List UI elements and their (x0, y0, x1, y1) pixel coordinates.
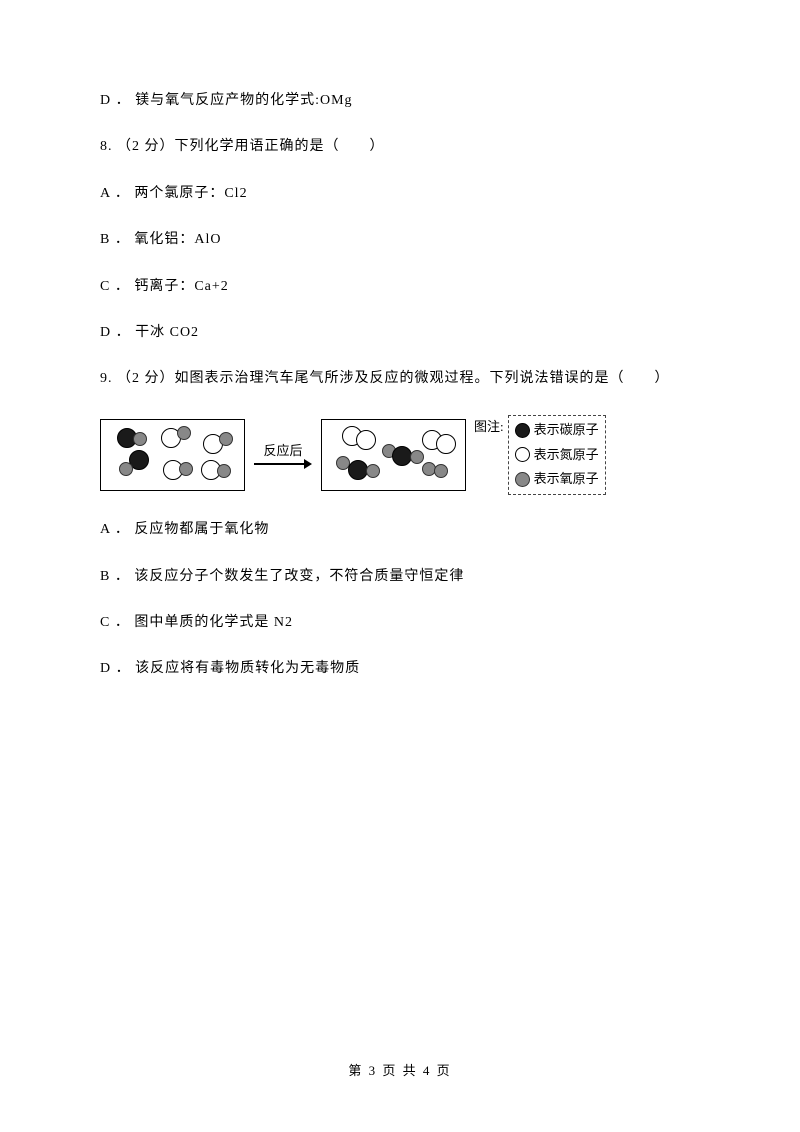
q9-option-c: C ． 图中单质的化学式是 N2 (100, 612, 700, 634)
oxygen-atom-icon (219, 432, 233, 446)
oxygen-atom-icon (434, 464, 448, 478)
oxygen-atom-icon (179, 462, 193, 476)
legend-carbon: 表示碳原子 (515, 420, 599, 441)
legend-box: 表示碳原子 表示氮原子 表示氧原子 (508, 415, 606, 495)
q8-option-b: B ． 氧化铝：AlO (100, 229, 700, 251)
q7-option-d: D ． 镁与氧气反应产物的化学式:OMg (100, 90, 700, 112)
q8-stem: 8. （2 分）下列化学用语正确的是（ ） (100, 136, 700, 158)
q8-option-c: C ． 钙离子：Ca+2 (100, 276, 700, 298)
legend-title: 图注: (474, 415, 504, 438)
oxygen-atom-icon (515, 472, 530, 487)
q9-stem: 9. （2 分）如图表示治理汽车尾气所涉及反应的微观过程。下列说法错误的是（ ） (100, 368, 700, 390)
legend-oxygen-label: 表示氧原子 (534, 469, 599, 490)
q9-option-b: B ． 该反应分子个数发生了改变，不符合质量守恒定律 (100, 566, 700, 588)
legend-nitrogen: 表示氮原子 (515, 445, 599, 466)
reaction-arrow: 反应后 (253, 441, 313, 470)
q9-option-d: D ． 该反应将有毒物质转化为无毒物质 (100, 658, 700, 680)
arrow-icon (254, 459, 312, 469)
oxygen-atom-icon (119, 462, 133, 476)
carbon-atom-icon (392, 446, 412, 466)
nitrogen-atom-icon (436, 434, 456, 454)
after-reaction-box (321, 419, 466, 491)
page-footer: 第 3 页 共 4 页 (0, 1061, 800, 1082)
legend-nitrogen-label: 表示氮原子 (534, 445, 599, 466)
nitrogen-atom-icon (356, 430, 376, 450)
before-reaction-box (100, 419, 245, 491)
carbon-atom-icon (515, 423, 530, 438)
q8-option-d: D ． 干冰 CO2 (100, 322, 700, 344)
oxygen-atom-icon (133, 432, 147, 446)
oxygen-atom-icon (410, 450, 424, 464)
legend-carbon-label: 表示碳原子 (534, 420, 599, 441)
legend: 图注: 表示碳原子 表示氮原子 表示氧原子 (474, 415, 606, 495)
nitrogen-atom-icon (515, 447, 530, 462)
arrow-label: 反应后 (263, 441, 302, 462)
reaction-diagram: 反应后 图注: 表示碳原子 表示氮原子 表示氧原子 (100, 415, 700, 495)
carbon-atom-icon (348, 460, 368, 480)
q8-option-a: A ． 两个氯原子：Cl2 (100, 183, 700, 205)
oxygen-atom-icon (177, 426, 191, 440)
legend-oxygen: 表示氧原子 (515, 469, 599, 490)
oxygen-atom-icon (366, 464, 380, 478)
q9-option-a: A ． 反应物都属于氧化物 (100, 519, 700, 541)
oxygen-atom-icon (217, 464, 231, 478)
